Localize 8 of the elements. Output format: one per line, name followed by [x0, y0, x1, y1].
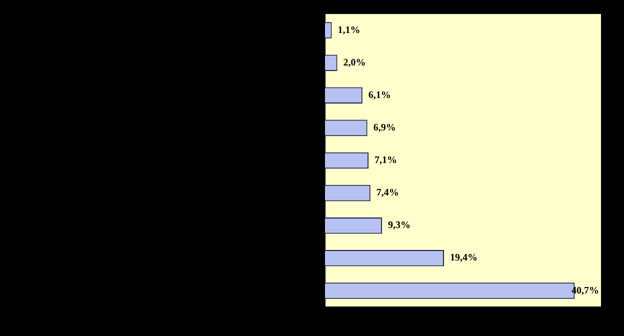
data-label: 6,9% [373, 122, 396, 134]
data-label: 19,4% [450, 252, 478, 264]
data-label: 1,1% [338, 24, 360, 36]
data-label: 7,4% [376, 188, 399, 199]
data-label: 6,1% [368, 90, 391, 101]
data-label: 7,1% [374, 155, 398, 166]
data-label: 9,3% [388, 220, 411, 232]
data-label: 2,0% [343, 57, 366, 68]
